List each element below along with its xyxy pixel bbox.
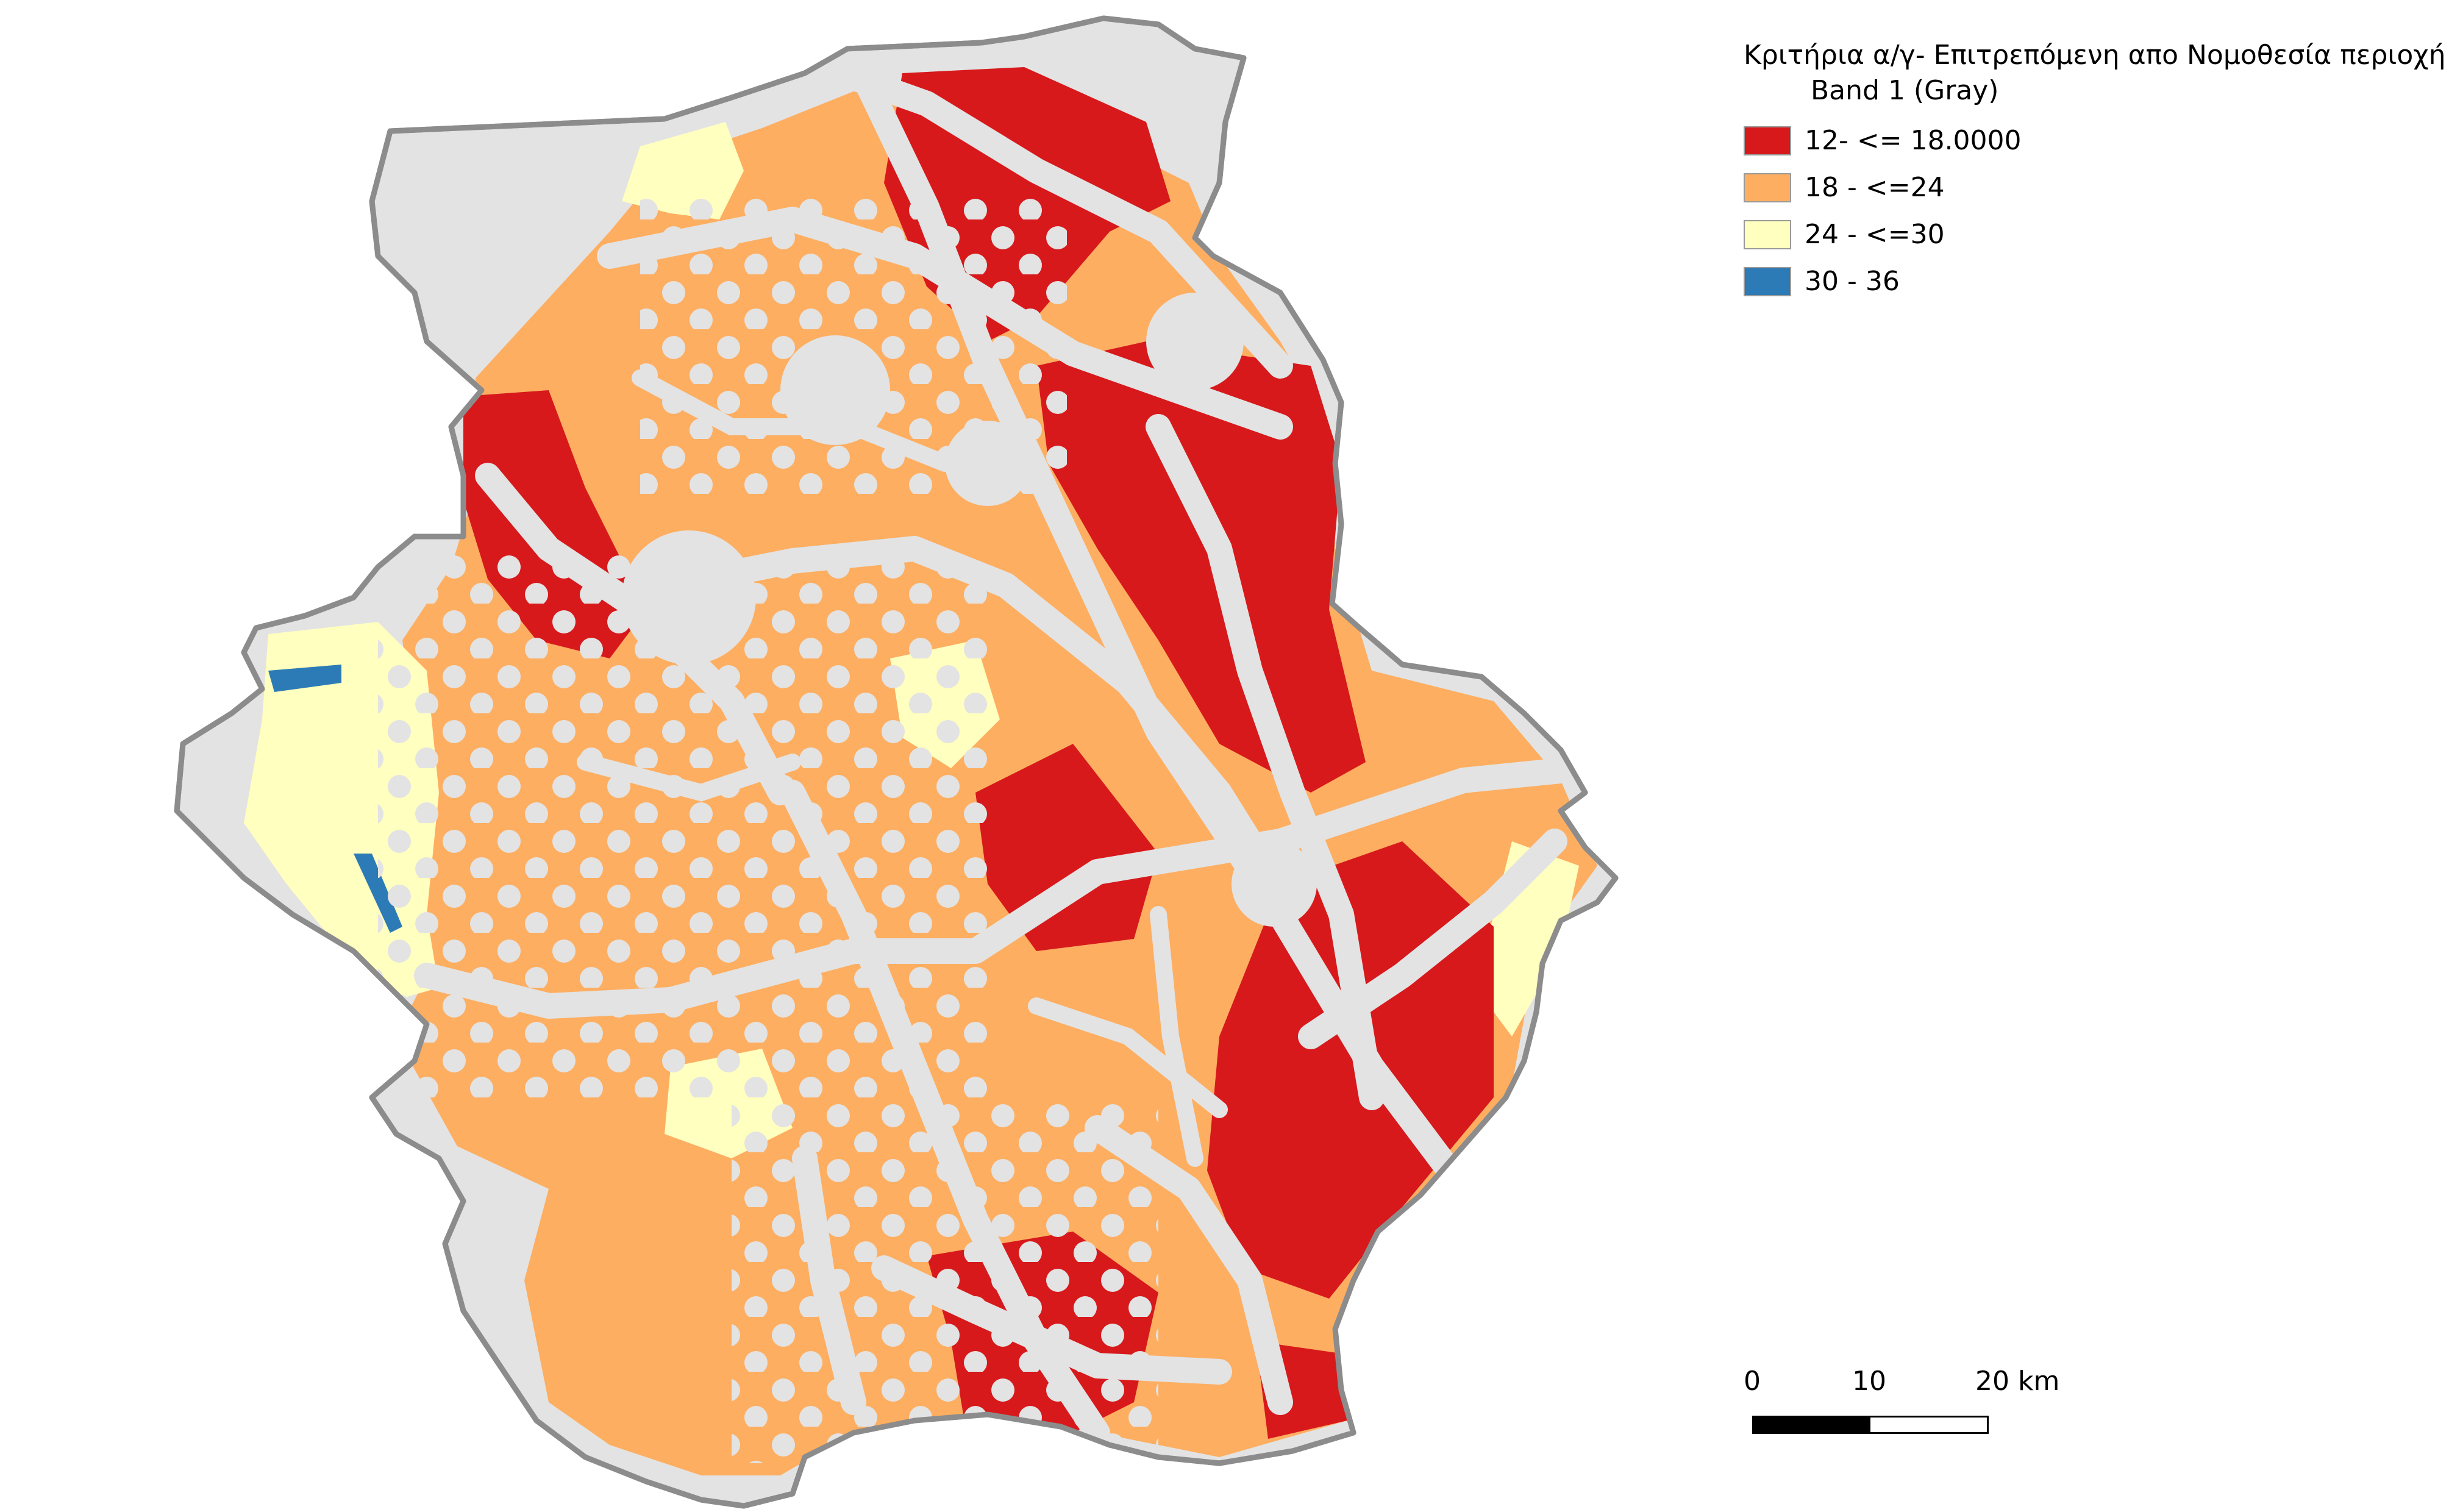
legend-swatch-12-18 — [1744, 126, 1791, 155]
exclusion-blob-southeast — [1232, 841, 1317, 927]
scale-bar-segment-black — [1752, 1416, 1870, 1434]
legend-item-30-36: 30 - 36 — [1744, 258, 2445, 305]
map-legend: Κριτήρια α/γ- Επιτρεπόμενη απο Νομοθεσία… — [1744, 38, 2446, 305]
exclusion-blob-north — [780, 335, 890, 445]
class-12-18-area-center — [975, 744, 1158, 951]
exclusion-blob-east — [1146, 293, 1244, 390]
class-30-36-area-lagoon — [268, 665, 341, 692]
scale-tick-0: 0 — [1744, 1366, 1761, 1397]
legend-item-12-18: 12- <= 18.0000 — [1744, 117, 2445, 164]
legend-swatch-24-30 — [1744, 219, 1791, 249]
exclusion-corridors — [414, 42, 1598, 1446]
legend-label-18-24: 18 - <=24 — [1805, 172, 1945, 203]
scale-bar: 0 10 20 km — [1744, 1366, 2059, 1434]
legend-swatch-18-24 — [1744, 173, 1791, 202]
exclusion-blob-center — [622, 530, 756, 665]
legend-title: Κριτήρια α/γ- Επιτρεπόμενη απο Νομοθεσία… — [1744, 40, 2446, 71]
legend-label-24-30: 24 - <=30 — [1805, 219, 1945, 250]
exclusion-corridors-thin — [577, 369, 1228, 1167]
exclusion-blob-northeast — [945, 421, 1030, 506]
legend-item-18-24: 18 - <=24 — [1744, 164, 2445, 211]
region-outline — [174, 15, 1619, 1509]
legend-subtitle: Band 1 (Gray) — [1811, 75, 1999, 106]
legend-label-12-18: 12- <= 18.0000 — [1805, 125, 2022, 156]
legend-item-24-30: 24 - <=30 — [1744, 211, 2445, 258]
legend-label-30-36: 30 - 36 — [1805, 266, 1900, 297]
class-12-18-area-east-band — [1036, 341, 1366, 793]
legend-swatch-30-36 — [1744, 266, 1791, 296]
scale-tick-20: 20 km — [1975, 1366, 2060, 1397]
scale-tick-10: 10 — [1852, 1366, 1886, 1397]
